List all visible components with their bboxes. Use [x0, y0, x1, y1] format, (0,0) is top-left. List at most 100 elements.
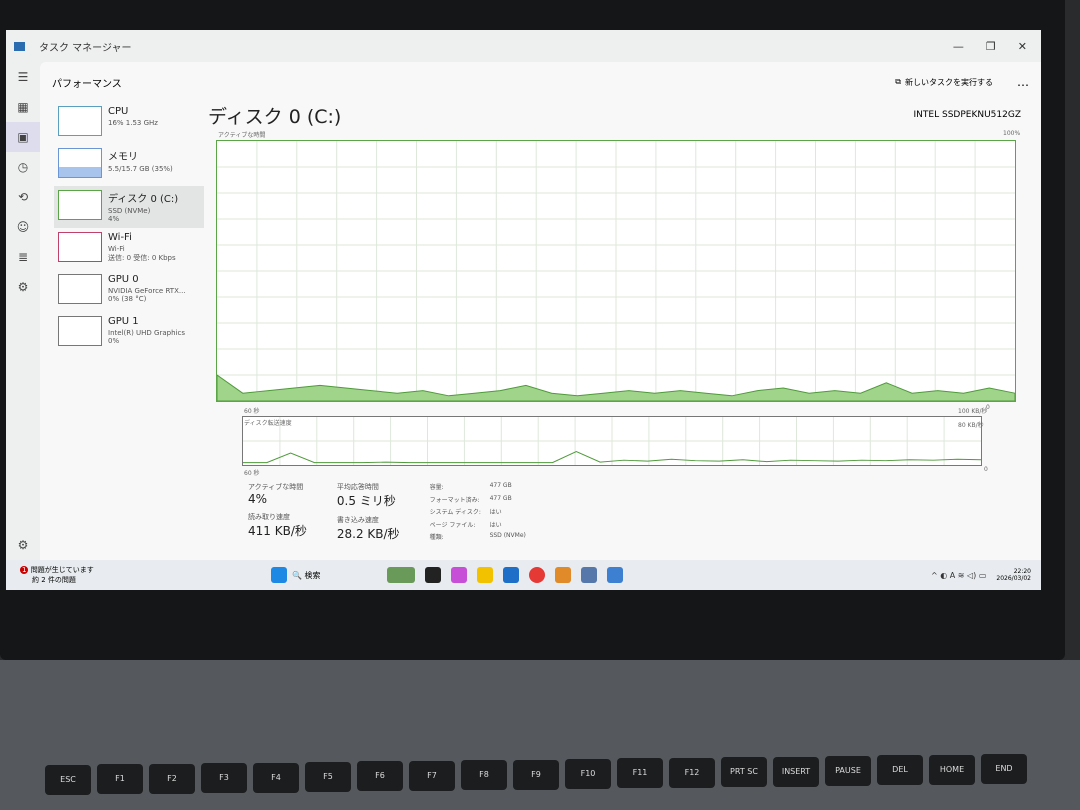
minimize-button[interactable]: — — [952, 39, 964, 53]
taskview-icon[interactable] — [425, 567, 441, 583]
item-line1: 16% 1.53 GHz — [108, 119, 158, 127]
users-icon[interactable]: ☺ — [16, 220, 30, 234]
sidebar-item-4[interactable]: GPU 0 NVIDIA GeForce RTX... 0% (38 °C) — [54, 270, 204, 312]
sidebar-item-1[interactable]: メモリ 5.5/15.7 GB (35%) — [54, 144, 204, 186]
tray-icons[interactable]: ^ ◐ A ≋ ◁) ▭ — [931, 570, 987, 580]
prop-label: 種類: — [429, 534, 444, 542]
key[interactable]: F2 — [149, 763, 195, 794]
more-button[interactable]: … — [1017, 75, 1029, 89]
disk-model: INTEL SSDPEKNU512GZ — [913, 110, 1021, 120]
key[interactable]: F3 — [201, 763, 247, 794]
prop-label: フォーマット済み: — [429, 496, 480, 504]
item-line1: 5.5/15.7 GB (35%) — [108, 165, 173, 173]
widgets-icon[interactable] — [387, 567, 415, 583]
response-time-value: 0.5 ミリ秒 — [336, 494, 396, 508]
chrome-icon[interactable] — [529, 567, 545, 583]
details-icon[interactable]: ≣ — [17, 250, 29, 264]
key[interactable]: F4 — [253, 762, 299, 793]
close-button[interactable]: ✕ — [1017, 39, 1027, 53]
item-line1: Intel(R) UHD Graphics — [108, 329, 185, 337]
notification[interactable]: 1 問題が生じています 約 2 件の問題 — [6, 565, 266, 585]
notify-sub: 約 2 件の問題 — [32, 576, 76, 584]
active-time-value: 4% — [248, 492, 268, 506]
key[interactable]: DEL — [877, 755, 923, 786]
page-title: パフォーマンス — [52, 78, 122, 90]
explorer-icon[interactable] — [477, 567, 493, 583]
run-task-button[interactable]: ⧉ 新しいタスクを実行する — [895, 77, 993, 88]
transfer-label: ディスク転送速度 — [244, 420, 292, 427]
thumbnail-graph — [58, 106, 102, 136]
prop-value: 477 GB — [489, 482, 512, 489]
key[interactable]: F7 — [409, 760, 455, 791]
read-speed-label: 読み取り速度 — [248, 513, 290, 521]
start-icon[interactable] — [271, 567, 287, 583]
menu-icon[interactable]: ☰ — [17, 70, 29, 84]
item-line1: NVIDIA GeForce RTX... — [108, 287, 186, 295]
active-time-label: アクティブな時間 — [218, 132, 266, 139]
sidebar-item-5[interactable]: GPU 1 Intel(R) UHD Graphics 0% — [54, 312, 204, 354]
key[interactable]: INSERT — [773, 756, 819, 787]
item-name: GPU 0 — [108, 274, 139, 285]
key[interactable]: F1 — [97, 764, 143, 795]
response-time-label: 平均応答時間 — [336, 483, 379, 491]
active-time-series — [217, 374, 1015, 401]
processes-icon[interactable]: ▦ — [17, 100, 29, 114]
key[interactable]: F12 — [669, 757, 715, 788]
key[interactable]: HOME — [929, 754, 975, 785]
thumbnail-graph — [58, 316, 102, 346]
thumbnail-graph — [58, 190, 102, 220]
outlook-icon[interactable] — [503, 567, 519, 583]
time-label-2: 60 秒 — [244, 470, 260, 477]
restore-button[interactable]: ❐ — [985, 39, 996, 53]
key[interactable]: PAUSE — [825, 756, 871, 786]
write-speed-value: 28.2 KB/秒 — [336, 527, 400, 541]
sidebar-item-0[interactable]: CPU 16% 1.53 GHz — [54, 102, 204, 144]
sidebar-item-2[interactable]: ディスク 0 (C:) SSD (NVMe) 4% — [54, 186, 204, 228]
prop-value: 477 GB — [489, 494, 512, 502]
transfer-chart — [242, 416, 982, 466]
key[interactable]: END — [981, 754, 1027, 785]
key[interactable]: PRT SC — [721, 757, 767, 788]
key[interactable]: ESC — [45, 765, 91, 795]
performance-panel: パフォーマンス ⧉ 新しいタスクを実行する … CPU 16% 1.53 GHz メモ… — [40, 62, 1041, 560]
sidebar-item-3[interactable]: Wi-Fi Wi-Fi 送信: 0 受信: 0 Kbps — [54, 228, 204, 270]
search-app-icon[interactable] — [555, 567, 571, 583]
settings-icon[interactable]: ⚙ — [17, 538, 29, 552]
item-line1: Wi-Fi — [108, 245, 125, 253]
startup-icon[interactable]: ⟲ — [17, 190, 29, 204]
item-name: CPU — [108, 106, 129, 117]
item-line1: SSD (NVMe) — [108, 207, 151, 215]
app-icon — [14, 41, 25, 51]
transfer-series — [243, 451, 981, 464]
key[interactable]: F10 — [565, 759, 611, 789]
transfer-max-label: 100 KB/秒 — [958, 408, 988, 415]
active-min-label: 0 — [986, 404, 990, 411]
copilot-icon[interactable] — [451, 567, 467, 583]
performance-icon[interactable]: ▣ — [6, 122, 40, 152]
item-line2: 送信: 0 受信: 0 Kbps — [108, 254, 176, 262]
key[interactable]: F5 — [305, 762, 351, 792]
key[interactable]: F8 — [461, 760, 507, 791]
thumbnail-graph — [58, 232, 102, 262]
item-line2: 4% — [108, 215, 120, 223]
search-box[interactable]: 🔍 検索 — [292, 570, 321, 580]
run-task-label: 新しいタスクを実行する — [905, 77, 993, 87]
key[interactable]: F9 — [513, 759, 559, 790]
services-icon[interactable]: ⚙ — [17, 280, 29, 294]
clock[interactable]: 22:20 2026/03/02 — [986, 568, 1041, 582]
transfer-min-label: 0 — [984, 466, 988, 473]
notify-title: 問題が生じています — [30, 566, 94, 574]
prop-value: はい — [489, 521, 502, 529]
active-time-chart — [216, 140, 1016, 402]
transfer-mid-label: 80 KB/秒 — [958, 422, 984, 429]
history-icon[interactable]: ◷ — [17, 160, 29, 174]
prop-label: 容量: — [429, 484, 444, 491]
clock-time: 22:20 — [1013, 568, 1031, 575]
key[interactable]: F11 — [617, 758, 663, 789]
settings-app-icon[interactable] — [581, 567, 597, 583]
active-max-label: 100% — [1003, 130, 1021, 137]
key[interactable]: F6 — [357, 761, 403, 792]
taskmanager-app-icon[interactable] — [607, 567, 623, 583]
disk-title: ディスク 0 (C:) — [208, 106, 342, 128]
item-line2: 0% — [108, 337, 120, 345]
